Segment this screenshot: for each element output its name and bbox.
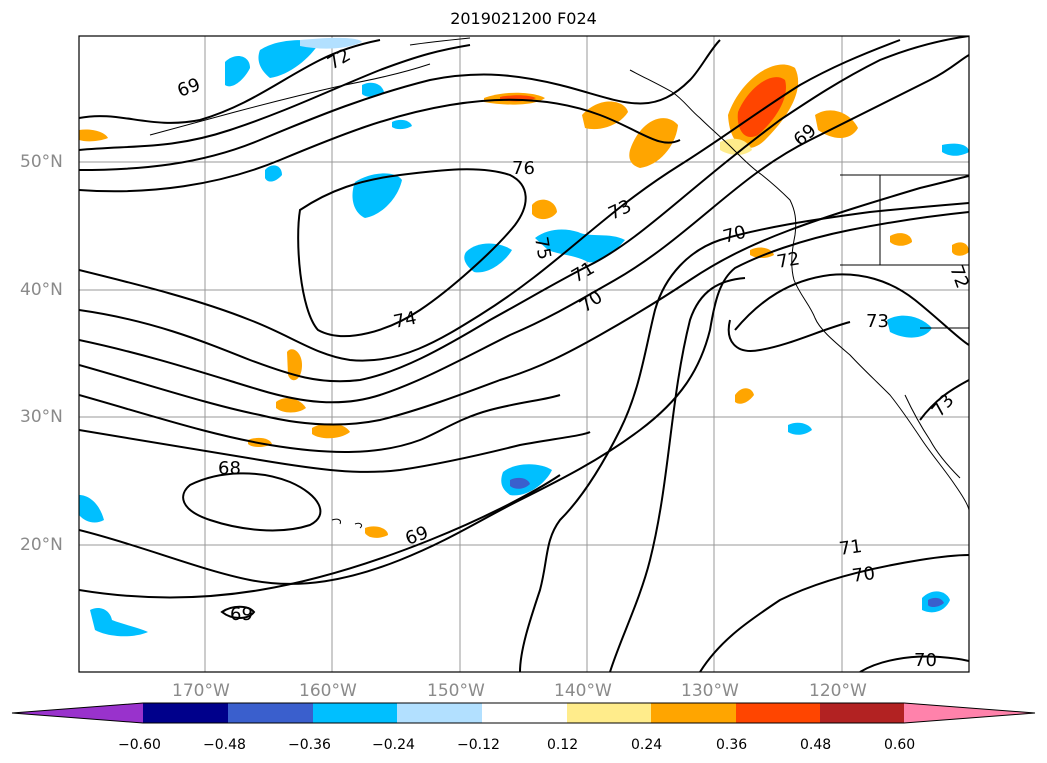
colorbar-segment	[651, 703, 736, 723]
colorbar-segment	[482, 703, 567, 723]
colorbar-segment	[820, 703, 904, 723]
colorbar-tick-label: −0.48	[203, 737, 246, 753]
lat-label: 50°N	[20, 152, 63, 172]
contour-label: 74	[392, 308, 419, 333]
contour-label: 71	[838, 536, 864, 560]
contour-label: 72	[775, 248, 801, 273]
colorbar-tick-label: −0.60	[118, 737, 161, 753]
colorbar-segment	[143, 703, 228, 723]
colorbar-tick-label: −0.36	[288, 737, 331, 753]
colorbar-segment	[736, 703, 820, 723]
lat-label: 40°N	[20, 280, 63, 300]
map-plot-area	[79, 36, 969, 672]
colorbar-low-extend	[12, 703, 143, 723]
colorbar-segment	[397, 703, 482, 723]
colorbar-segment	[567, 703, 651, 723]
colorbar	[11, 702, 1036, 724]
lon-label: 120°W	[809, 681, 867, 701]
colorbar-segment	[313, 703, 397, 723]
height-contours	[79, 36, 969, 672]
map-frame	[78, 35, 970, 673]
lon-label: 170°W	[172, 681, 230, 701]
coastlines	[149, 37, 969, 529]
lat-label: 30°N	[20, 407, 63, 427]
colorbar-tick-label: −0.24	[372, 737, 415, 753]
colorbar-segment	[228, 703, 313, 723]
colorbar-tick-label: 0.12	[547, 737, 579, 753]
lon-label: 160°W	[299, 681, 357, 701]
colorbar-tick-label: 0.60	[884, 737, 916, 753]
contour-label: 75	[530, 235, 555, 261]
lat-label: 20°N	[20, 535, 63, 555]
contour-label: 70	[914, 650, 937, 671]
map-title: 2019021200 F024	[450, 9, 597, 28]
colorbar-tick-label: −0.12	[457, 737, 500, 753]
colorbar-tick-label: 0.48	[800, 737, 832, 753]
lon-label: 130°W	[681, 681, 739, 701]
contour-label: 73	[866, 311, 889, 332]
contour-label: 69	[230, 604, 253, 625]
lon-label: 150°W	[427, 681, 485, 701]
contour-label: 70	[851, 563, 877, 587]
contour-label: 68	[218, 458, 241, 479]
colorbar-tick-label: 0.36	[716, 737, 748, 753]
colorbar-tick-label: 0.24	[631, 737, 663, 753]
colorbar-high-extend	[904, 703, 1035, 723]
contour-label: 76	[512, 158, 535, 179]
lon-label: 140°W	[554, 681, 612, 701]
